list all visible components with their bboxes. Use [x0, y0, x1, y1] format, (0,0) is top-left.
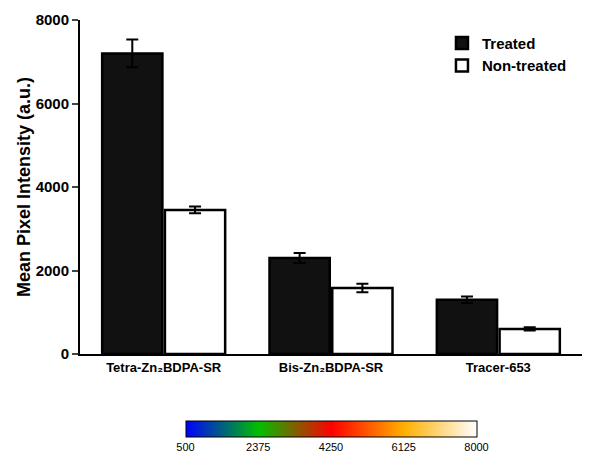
svg-text:8000: 8000: [36, 11, 69, 28]
svg-text:4000: 4000: [36, 178, 69, 195]
svg-text:4250: 4250: [319, 441, 343, 453]
svg-text:0: 0: [61, 345, 69, 362]
svg-text:8000: 8000: [464, 441, 488, 453]
svg-text:Treated: Treated: [482, 35, 535, 52]
svg-text:2000: 2000: [36, 262, 69, 279]
svg-text:6000: 6000: [36, 95, 69, 112]
svg-text:6125: 6125: [392, 441, 416, 453]
svg-text:Non-treated: Non-treated: [482, 57, 566, 74]
svg-text:Tetra-Zn₂BDPA-SR: Tetra-Zn₂BDPA-SR: [106, 360, 222, 375]
svg-text:Tracer-653: Tracer-653: [466, 360, 531, 375]
svg-text:2375: 2375: [246, 441, 270, 453]
svg-text:Mean Pixel Intensity (a.u.): Mean Pixel Intensity (a.u.): [14, 77, 34, 297]
svg-text:Bis-Zn₂BDPA-SR: Bis-Zn₂BDPA-SR: [279, 360, 384, 375]
svg-text:500: 500: [176, 441, 194, 453]
